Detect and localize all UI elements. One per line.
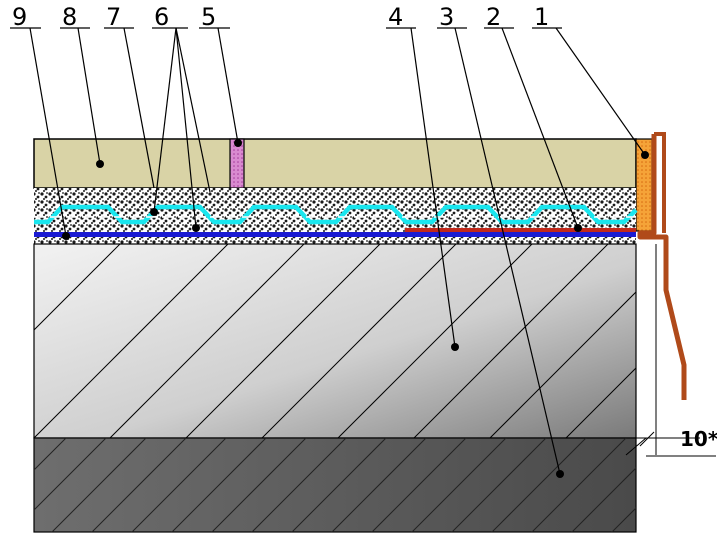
dimension-leader-slant: [625, 437, 647, 456]
callout-label-6: 6: [154, 3, 169, 31]
subgrade: [33, 437, 637, 533]
callout-label-3: 3: [439, 3, 454, 31]
red-membrane: [405, 228, 636, 232]
callout-label-1: 1: [534, 3, 549, 31]
dimension-tick: [639, 431, 655, 447]
thin-gravel-layer: [34, 237, 636, 244]
gravel-layer: [34, 188, 636, 233]
wall-flashing-profile: [637, 134, 687, 400]
callout-label-9: 9: [12, 3, 27, 31]
callout-dot-4: [451, 343, 459, 351]
callout-label-5: 5: [201, 3, 216, 31]
screed-layer: [33, 138, 637, 189]
callout-dot-6a: [192, 224, 200, 232]
dimension-label: 10*: [680, 427, 717, 451]
callout-dot-1: [641, 151, 649, 159]
callout-label-4: 4: [388, 3, 403, 31]
callout-dot-7: [150, 208, 158, 216]
callout-dot-5: [234, 139, 242, 147]
blue-membrane: [34, 232, 636, 237]
callout-dot-8: [96, 160, 104, 168]
callout-label-7: 7: [106, 3, 121, 31]
callout-label-8: 8: [62, 3, 77, 31]
wall-flashing-inner: [654, 132, 666, 233]
concrete-slab: [33, 243, 637, 439]
callout-label-2: 2: [486, 3, 501, 31]
callout-dot-9: [62, 232, 70, 240]
callout-dot-2: [574, 224, 582, 232]
dimpled-membrane: [34, 204, 638, 225]
callout-dot-3: [556, 470, 564, 478]
